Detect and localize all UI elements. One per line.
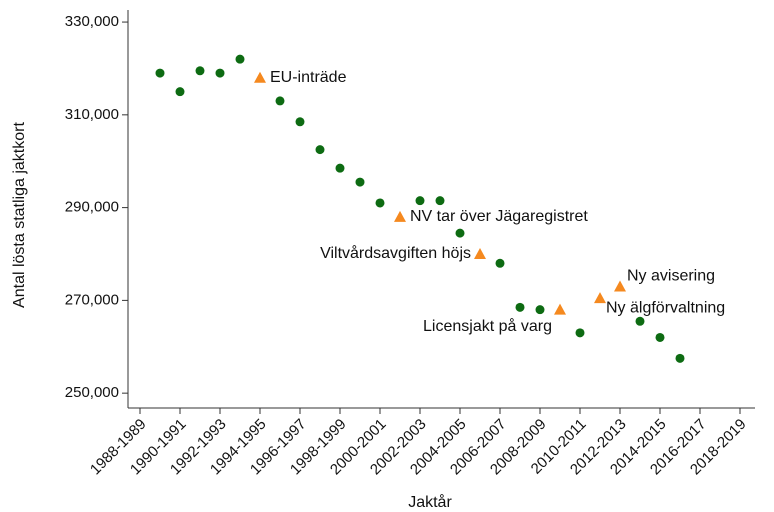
x-axis-label: Jaktår [408, 493, 452, 511]
triangle-point [394, 210, 406, 222]
annotation: Ny älgförvaltning [606, 299, 725, 316]
point [535, 305, 545, 315]
point [635, 316, 645, 326]
y-tick-label: 310,000 [65, 106, 119, 123]
triangle-point [614, 280, 626, 292]
point [175, 87, 185, 97]
point [355, 177, 365, 187]
annotation: NV tar över Jägaregistret [410, 208, 588, 225]
point [155, 68, 165, 78]
point [195, 66, 205, 76]
point [435, 196, 445, 206]
point [655, 332, 665, 342]
point [315, 145, 325, 155]
point [275, 96, 285, 106]
y-tick-label: 250,000 [65, 384, 119, 401]
point [375, 198, 385, 208]
triangle-point [254, 71, 266, 83]
point [515, 302, 525, 312]
point [455, 228, 465, 238]
point [335, 163, 345, 173]
point [675, 353, 685, 363]
triangle-point [474, 247, 486, 259]
annotation: Licensjakt på varg [423, 317, 552, 335]
annotation: Viltvårdsavgiften höjs [320, 244, 471, 262]
point [415, 196, 425, 206]
y-axis-label: Antal lösta statliga jaktkort [11, 122, 28, 308]
triangle-point [554, 303, 566, 315]
y-tick-label: 290,000 [65, 199, 119, 216]
point [215, 68, 225, 78]
y-tick-label: 270,000 [65, 291, 119, 308]
annotation: Ny avisering [627, 268, 715, 285]
point [495, 258, 505, 268]
y-tick-label: 330,000 [65, 13, 119, 30]
triangle-point [594, 292, 606, 304]
point [575, 328, 585, 338]
point [295, 117, 305, 127]
annotation: EU-inträde [270, 69, 347, 86]
point [235, 54, 245, 64]
